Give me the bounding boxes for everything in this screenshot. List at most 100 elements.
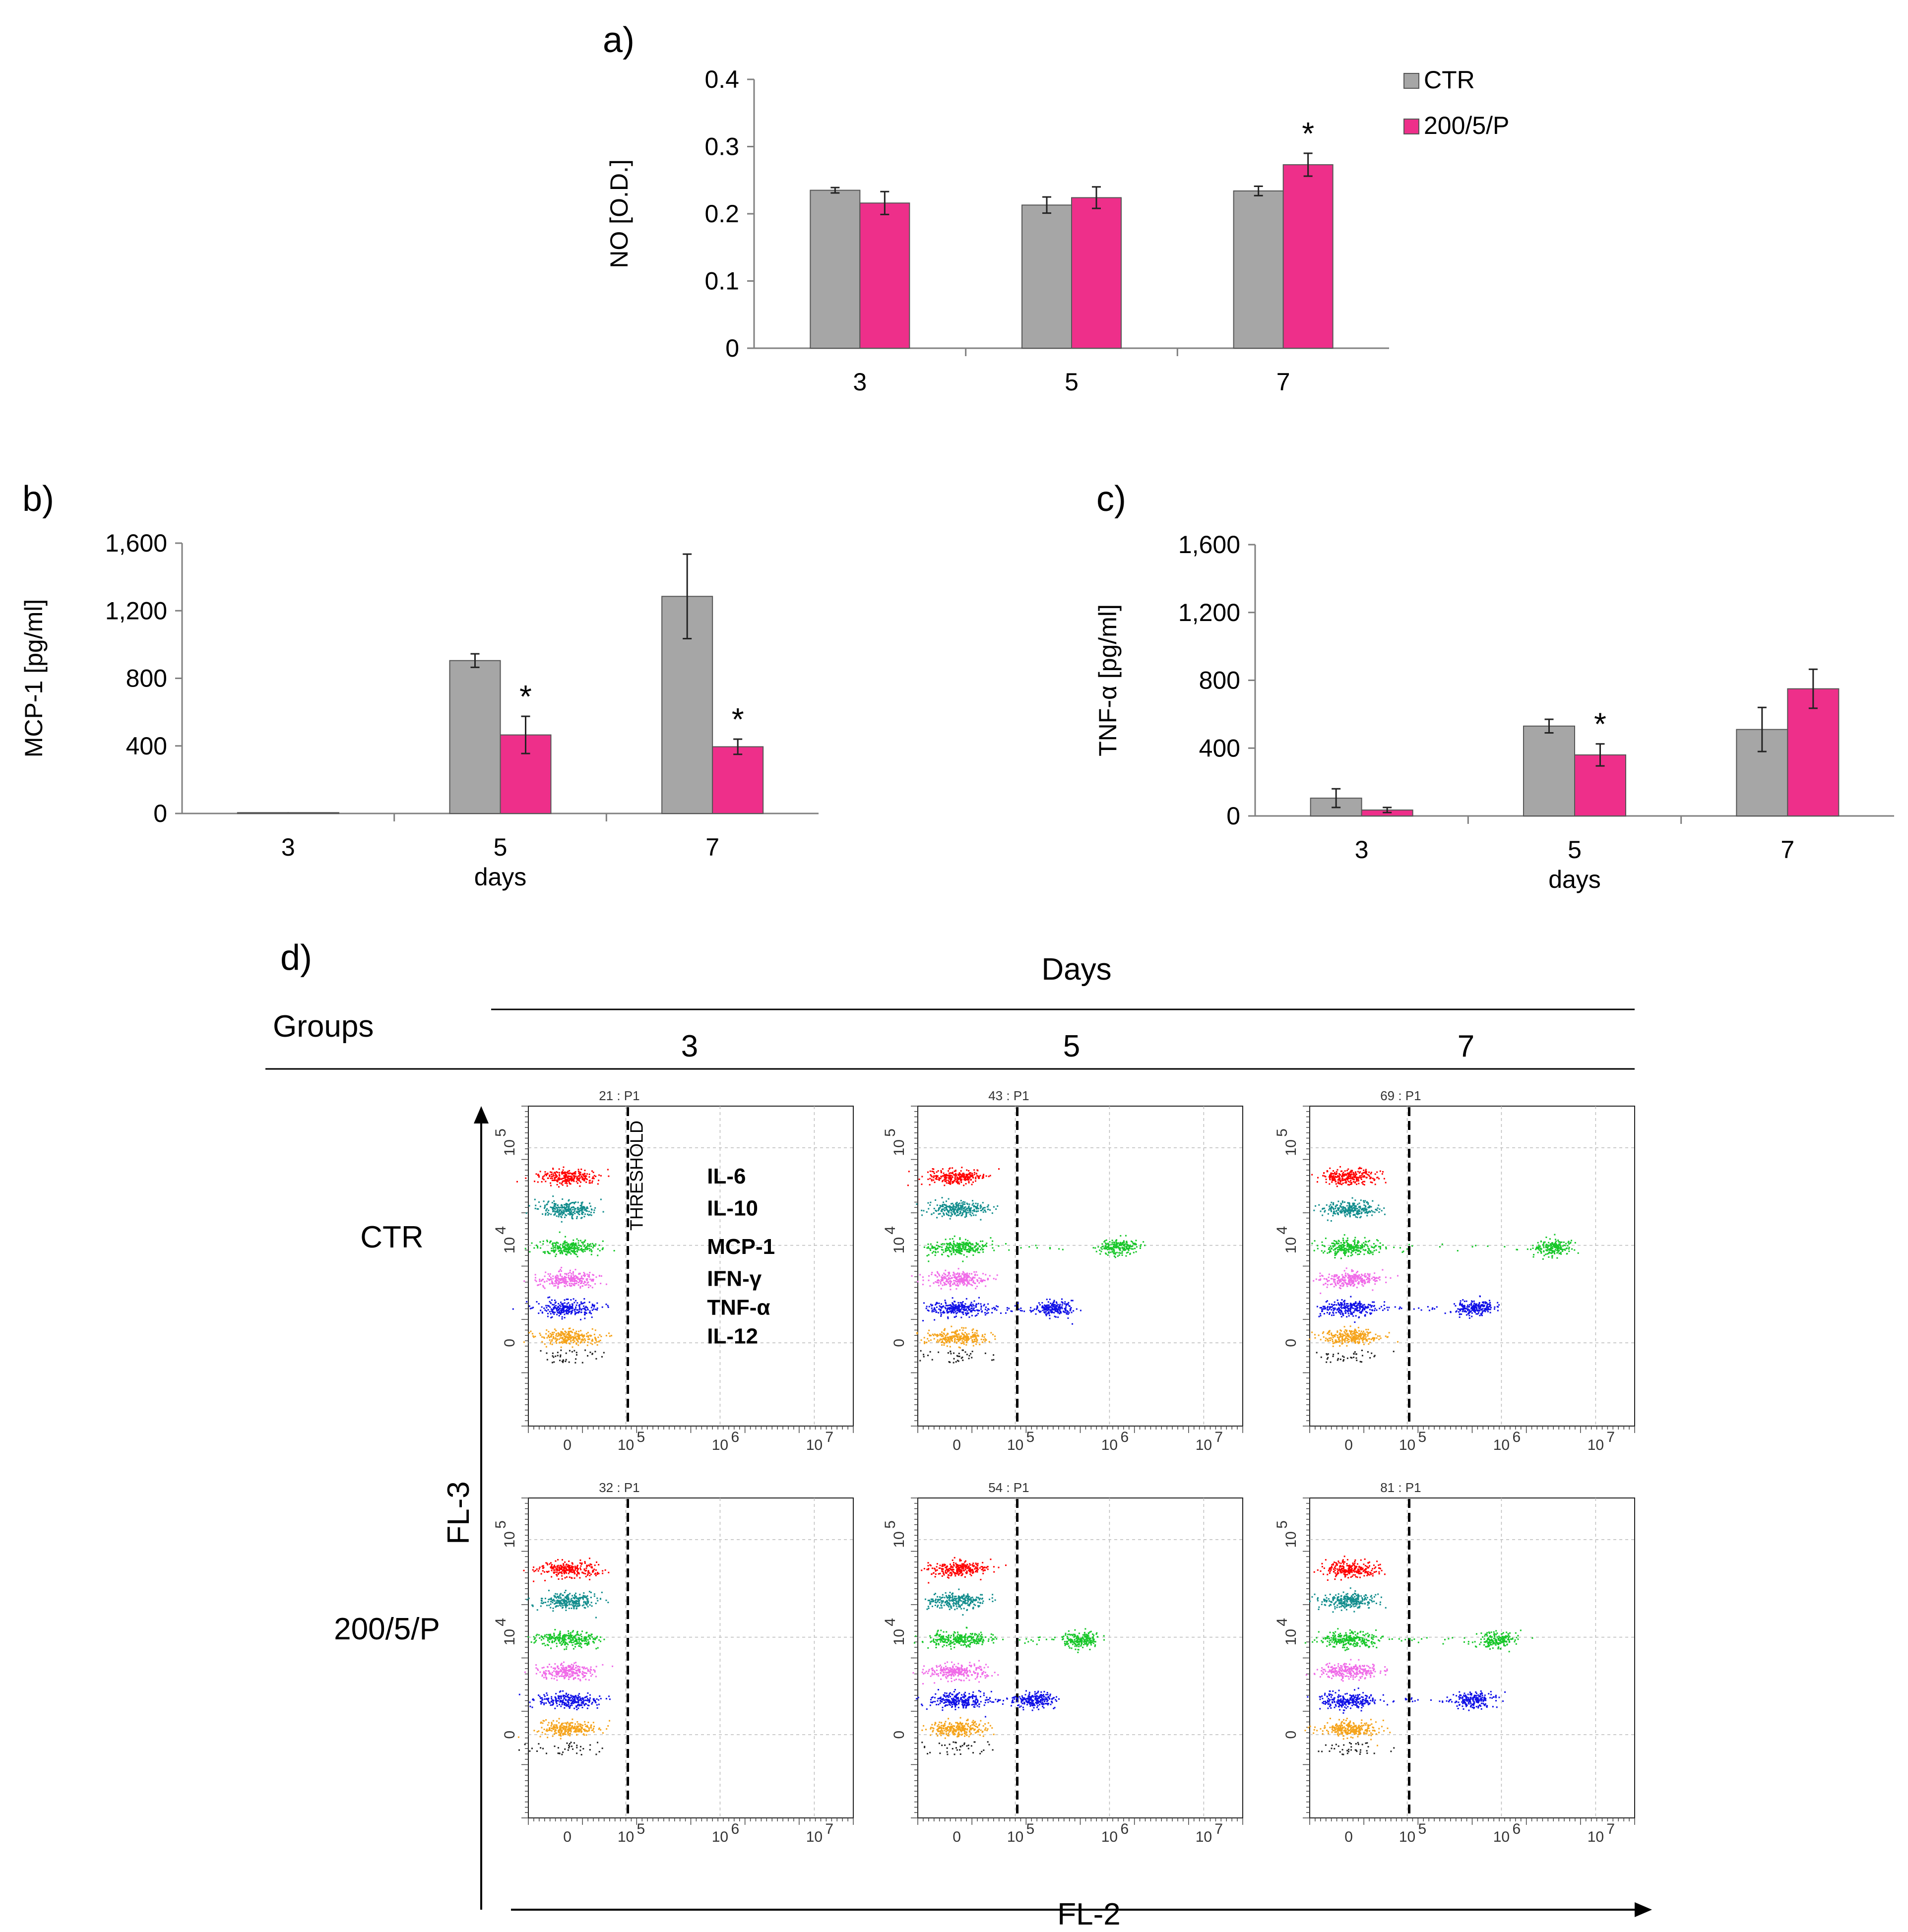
event-dot xyxy=(586,1344,588,1346)
event-dot xyxy=(1359,1251,1361,1253)
y-tick-label: 1,200 xyxy=(105,597,167,624)
event-dot xyxy=(1059,1309,1061,1311)
event-dot xyxy=(555,1330,557,1332)
event-dot xyxy=(954,1179,955,1181)
event-dot xyxy=(963,1338,965,1340)
event-dot xyxy=(600,1198,602,1200)
event-dot xyxy=(927,1171,929,1173)
event-dot xyxy=(1006,1309,1008,1311)
event-dot xyxy=(1364,1249,1366,1251)
event-dot xyxy=(1345,1182,1347,1184)
event-dot xyxy=(547,1312,549,1314)
event-dot xyxy=(1104,1246,1106,1247)
event-dot xyxy=(1047,1301,1049,1303)
event-dot xyxy=(963,1277,965,1279)
event-dot xyxy=(583,1272,585,1274)
event-dot xyxy=(1353,1202,1355,1204)
event-dot xyxy=(972,1281,974,1283)
event-dot xyxy=(562,1198,564,1200)
event-dot xyxy=(1335,1213,1336,1215)
event-dot xyxy=(1052,1309,1054,1310)
event-dot xyxy=(937,1251,939,1253)
event-dot xyxy=(936,1281,938,1283)
event-dot xyxy=(974,1334,976,1336)
event-dot xyxy=(962,1305,964,1307)
event-dot xyxy=(958,1250,960,1252)
event-dot xyxy=(553,1304,555,1306)
event-dot xyxy=(930,1243,932,1245)
event-dot xyxy=(558,1250,560,1252)
event-dot xyxy=(945,1207,947,1209)
event-dot xyxy=(558,1270,560,1272)
event-dot xyxy=(938,1308,940,1310)
event-dot xyxy=(597,1183,599,1185)
event-dot xyxy=(1057,1316,1059,1318)
event-dot xyxy=(525,1177,527,1179)
event-dot xyxy=(1140,1246,1142,1247)
event-dot xyxy=(945,1178,947,1180)
event-dot xyxy=(969,1246,971,1247)
event-dot xyxy=(558,1168,560,1170)
event-dot xyxy=(588,1210,590,1212)
event-dot xyxy=(971,1176,973,1178)
event-dot xyxy=(1348,1176,1350,1178)
debris-dot xyxy=(955,1361,957,1363)
event-dot xyxy=(1335,1174,1336,1176)
event-dot xyxy=(981,1341,983,1343)
event-dot xyxy=(1049,1309,1051,1311)
event-dot xyxy=(573,1309,575,1311)
event-dot xyxy=(942,1168,944,1170)
event-dot xyxy=(952,1205,954,1207)
event-dot xyxy=(575,1277,577,1279)
event-dot xyxy=(963,1282,965,1284)
x-tick-label: 5 xyxy=(1065,368,1079,396)
event-dot xyxy=(560,1275,562,1277)
event-dot xyxy=(560,1213,562,1215)
event-dot xyxy=(976,1332,978,1334)
x-tick-label: 0 xyxy=(1344,1437,1353,1453)
event-dot xyxy=(594,1342,596,1344)
event-dot xyxy=(1344,1210,1346,1212)
event-dot xyxy=(569,1182,571,1184)
event-dot xyxy=(965,1337,967,1339)
event-dot xyxy=(956,1273,958,1275)
event-dot xyxy=(1049,1299,1051,1301)
event-dot xyxy=(557,1275,559,1277)
event-dot xyxy=(1108,1245,1110,1246)
event-dot xyxy=(955,1333,957,1335)
event-dot xyxy=(1358,1176,1360,1178)
debris-dot xyxy=(919,1360,921,1362)
event-dot xyxy=(1362,1172,1364,1174)
event-dot xyxy=(930,1174,932,1176)
event-dot xyxy=(950,1179,952,1181)
event-dot xyxy=(1344,1170,1346,1172)
event-dot xyxy=(945,1277,947,1279)
event-dot xyxy=(1345,1178,1347,1180)
event-dot xyxy=(1343,1245,1345,1246)
event-dot xyxy=(553,1200,555,1202)
event-dot xyxy=(953,1271,954,1273)
event-dot xyxy=(1338,1179,1340,1181)
event-dot xyxy=(951,1325,953,1327)
event-dot xyxy=(986,1309,988,1311)
event-dot xyxy=(582,1174,584,1176)
event-dot xyxy=(1049,1306,1051,1308)
event-dot xyxy=(1344,1214,1346,1216)
event-dot xyxy=(547,1297,549,1299)
event-dot xyxy=(577,1341,579,1343)
event-dot xyxy=(980,1278,982,1280)
event-dot xyxy=(962,1336,964,1338)
event-dot xyxy=(567,1177,569,1179)
event-dot xyxy=(1358,1253,1360,1255)
event-dot xyxy=(563,1307,565,1309)
event-dot xyxy=(974,1277,976,1279)
event-dot xyxy=(557,1211,559,1213)
event-dot xyxy=(948,1305,950,1307)
event-dot xyxy=(554,1328,556,1330)
event-dot xyxy=(559,1246,561,1248)
event-dot xyxy=(613,1249,615,1251)
event-dot xyxy=(966,1244,968,1246)
event-dot xyxy=(554,1178,556,1180)
event-dot xyxy=(551,1280,553,1282)
event-dot xyxy=(562,1181,564,1183)
